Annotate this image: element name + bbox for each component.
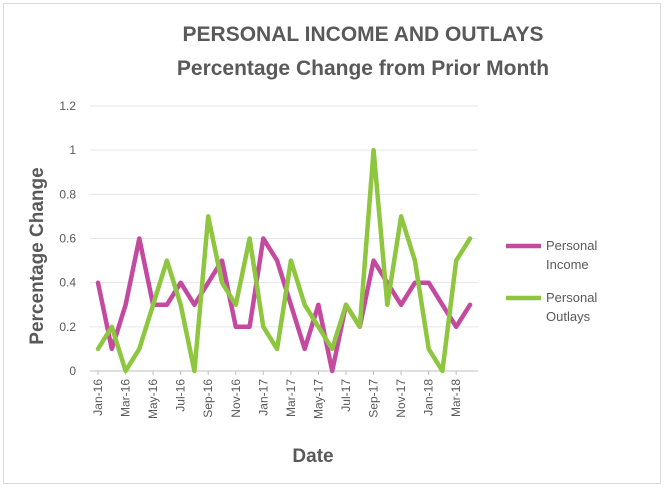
y-tick-label: 0 [69, 364, 76, 378]
x-tick-label: Jul-16 [174, 379, 188, 412]
x-tick-label: Mar-18 [449, 379, 463, 417]
y-tick-label: 0.8 [59, 187, 76, 201]
gridlines [90, 105, 478, 372]
y-axis-title: Percentage Change [27, 167, 48, 344]
x-tick-label: Sep-17 [367, 379, 381, 418]
x-tick-label: Jan-16 [91, 379, 105, 416]
x-axis-title: Date [292, 446, 333, 467]
chart-frame [3, 3, 661, 484]
y-tick-label: 1.2 [59, 99, 76, 113]
x-tick-label: Jan-17 [256, 379, 270, 416]
x-tick-label: May-17 [311, 379, 325, 419]
x-tick-label: Nov-17 [394, 379, 408, 418]
chart-subtitle: Percentage Change from Prior Month [176, 57, 550, 80]
x-tick-label: May-16 [146, 379, 160, 419]
x-tick-labels: Jan-16 Mar-16 May-16 Jul-16 Sep-16 Nov-16 Jan-… [91, 371, 463, 419]
legend-label: Personal Outlays [546, 290, 597, 324]
series-line-personal-income [95, 236, 473, 374]
series-line-personal-outlays [95, 147, 473, 374]
y-tick-label: 0.2 [59, 320, 76, 334]
y-tick-labels: 0 0.2 0.4 0.6 0.8 1 1.2 [59, 99, 76, 378]
y-tick-label: 0.4 [59, 276, 76, 290]
x-tick-label: Jul-17 [339, 379, 353, 412]
legend: Personal Income Personal Outlays [506, 238, 597, 324]
chart-title: PERSONAL INCOME AND OUTLAYS [182, 23, 544, 46]
series-lines [95, 147, 473, 374]
y-tick-label: 0.6 [59, 232, 76, 246]
x-tick-label: Nov-16 [229, 379, 243, 418]
x-tick-label: Sep-16 [201, 379, 215, 418]
y-tick-label: 1 [69, 143, 76, 157]
legend-label: Personal Income [546, 238, 597, 272]
x-tick-label: Jan-18 [422, 379, 436, 416]
x-tick-label: Mar-17 [284, 379, 298, 417]
x-tick-label: Mar-16 [119, 379, 133, 417]
